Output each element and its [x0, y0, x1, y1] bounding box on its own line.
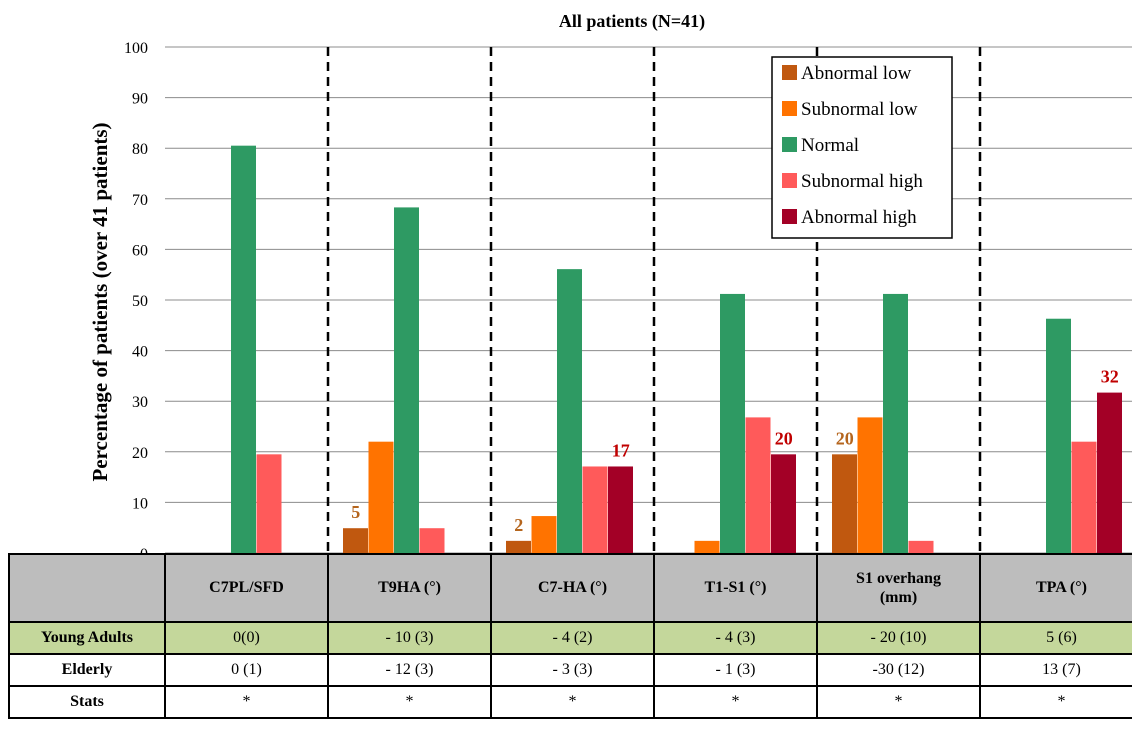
y-tick-label: 20 [132, 445, 148, 462]
legend-label: Abnormal high [801, 207, 917, 228]
table-header-cell: TPA (°) [979, 553, 1132, 623]
chart-title: All patients (N=41) [559, 11, 705, 32]
bar [857, 417, 883, 553]
table-header-cell: C7-HA (°) [490, 553, 655, 623]
data-label: 17 [612, 440, 630, 460]
bar [883, 293, 908, 553]
legend-label: Subnormal high [801, 171, 923, 192]
y-tick-label: 90 [132, 91, 148, 108]
table-cell: - 1 (3) [653, 653, 818, 687]
bar [343, 528, 368, 553]
legend-label: Normal [801, 135, 859, 156]
row-label: Young Adults [8, 621, 166, 655]
table-cell: * [490, 685, 655, 719]
bar [506, 540, 531, 553]
legend-swatch [782, 65, 797, 80]
data-label: 2 [514, 515, 523, 535]
legend-swatch [782, 101, 797, 116]
data-label: 20 [775, 428, 793, 448]
y-tick-label: 50 [132, 293, 148, 310]
bar [832, 454, 857, 553]
table-cell: 0 (1) [164, 653, 329, 687]
bar [557, 269, 582, 553]
legend-swatch [782, 209, 797, 224]
legend-swatch [782, 173, 797, 188]
y-tick-label: 100 [124, 40, 148, 57]
bar [771, 454, 796, 553]
bar [231, 145, 256, 553]
row-label: Stats [8, 685, 166, 719]
table-cell: 5 (6) [979, 621, 1132, 655]
table-header-cell: T9HA (°) [327, 553, 492, 623]
table-header-cell: T1-S1 (°) [653, 553, 818, 623]
bar [720, 293, 745, 553]
bar [582, 466, 608, 553]
data-label: 5 [351, 502, 360, 522]
bar [368, 441, 394, 553]
bar-chart: All patients (N=41) Percentage of patien… [88, 11, 1132, 553]
y-tick-label: 0 [140, 546, 148, 553]
table-row-elderly: Elderly 0 (1) - 12 (3) - 3 (3) - 1 (3) -… [8, 653, 1132, 687]
bar [394, 207, 419, 553]
legend: Abnormal low Subnormal low Normal Subnormal… [771, 56, 953, 239]
table-header-cell [8, 553, 166, 623]
legend-box [771, 56, 953, 239]
bar [1097, 392, 1122, 553]
table-cell: * [327, 685, 492, 719]
bar [745, 417, 771, 553]
table-cell: - 10 (3) [327, 621, 492, 655]
y-axis-label: Percentage of patients (over 41 patients… [88, 122, 112, 481]
data-label: 20 [836, 428, 854, 448]
table-header-cell: C7PL/SFD [164, 553, 329, 623]
bar [608, 466, 633, 553]
legend-swatch [782, 137, 797, 152]
y-tick-label: 80 [132, 141, 148, 158]
table-cell: - 12 (3) [327, 653, 492, 687]
table-cell: 13 (7) [979, 653, 1132, 687]
y-tick-label: 70 [132, 192, 148, 209]
row-label: Elderly [8, 653, 166, 687]
bar [531, 516, 557, 553]
summary-table: C7PL/SFD T9HA (°) C7-HA (°) T1-S1 (°) S1… [8, 553, 1132, 719]
y-tick-label: 60 [132, 242, 148, 259]
table-cell: * [164, 685, 329, 719]
table-cell: - 20 (10) [816, 621, 981, 655]
table-header-cell: S1 overhang (mm) [816, 553, 981, 623]
table-cell: - 4 (2) [490, 621, 655, 655]
bar [694, 540, 720, 553]
table-cell: - 3 (3) [490, 653, 655, 687]
y-tick-label: 40 [132, 344, 148, 361]
table-cell: 0(0) [164, 621, 329, 655]
table-cell: * [816, 685, 981, 719]
bar [908, 540, 934, 553]
y-tick-label: 30 [132, 394, 148, 411]
table-row-stats: Stats * * * * * * [8, 685, 1132, 719]
table-cell: - 4 (3) [653, 621, 818, 655]
legend-label: Subnormal low [801, 99, 918, 120]
bar [1046, 318, 1071, 553]
table-cell: * [979, 685, 1132, 719]
bar [1071, 441, 1097, 553]
table-cell: * [653, 685, 818, 719]
table-header-row: C7PL/SFD T9HA (°) C7-HA (°) T1-S1 (°) S1… [8, 553, 1132, 623]
table-cell: -30 (12) [816, 653, 981, 687]
y-tick-label: 10 [132, 495, 148, 512]
bar [256, 454, 282, 553]
legend-label: Abnormal low [801, 63, 912, 84]
table-row-young-adults: Young Adults 0(0) - 10 (3) - 4 (2) - 4 (… [8, 621, 1132, 655]
data-label: 32 [1101, 367, 1119, 387]
bar [419, 528, 445, 553]
